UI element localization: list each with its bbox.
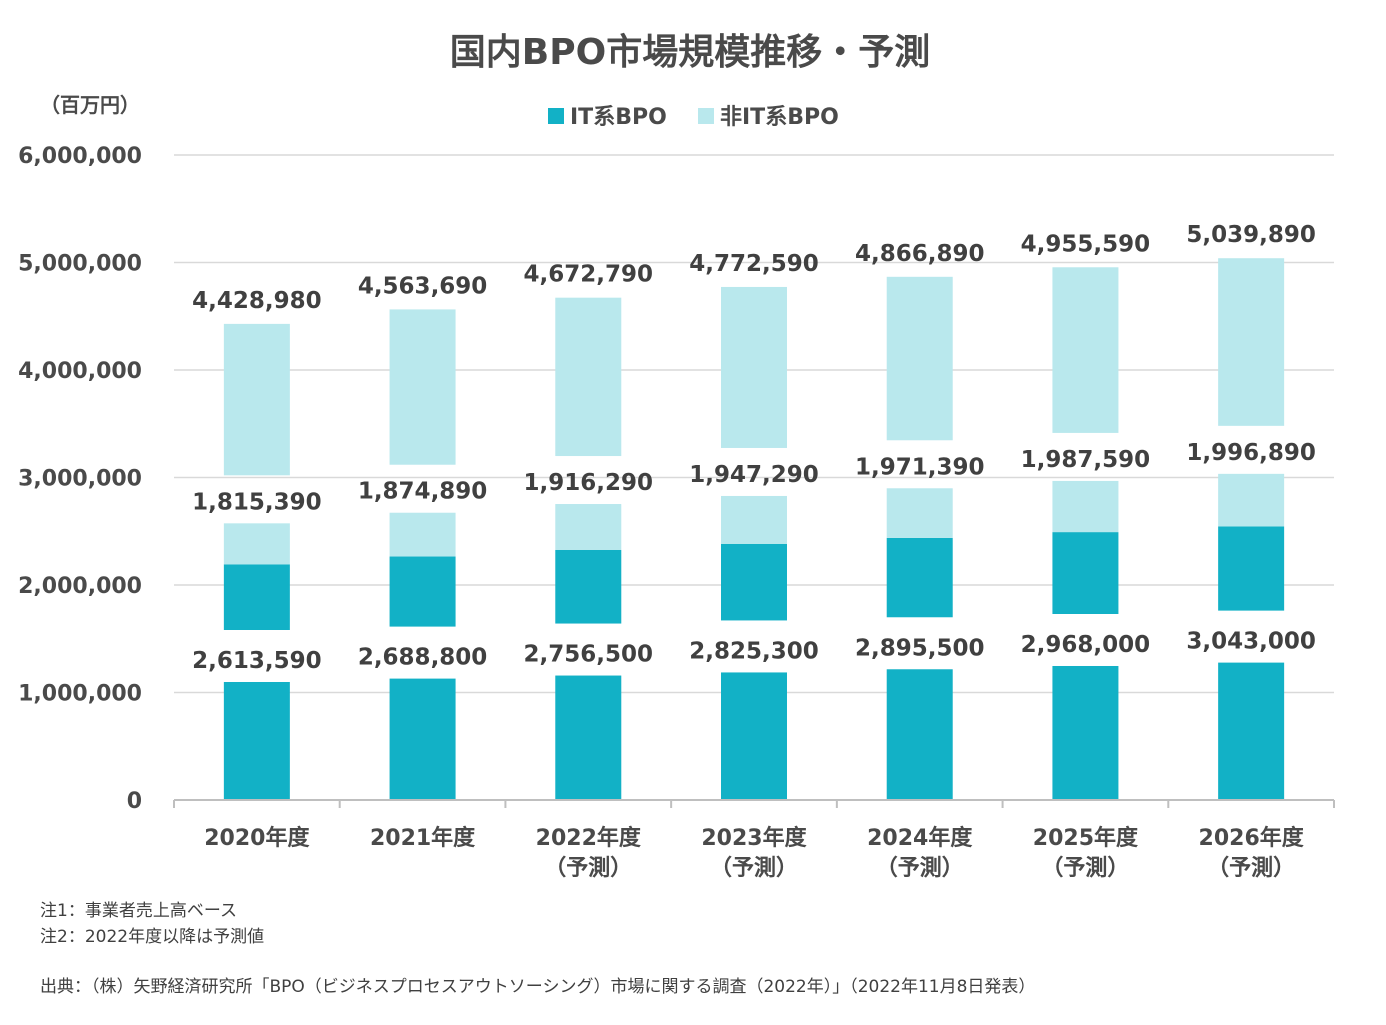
total-value-label: 4,428,980 [192, 288, 322, 314]
bar-it-bpo-upper [1218, 526, 1285, 611]
it-bpo-value-label: 2,613,590 [192, 648, 322, 674]
y-tick-label: 0 [127, 789, 142, 814]
bar-non-it-bpo-lower [389, 512, 456, 557]
bar-it-bpo-upper [1052, 532, 1119, 614]
non-it-bpo-value-label: 1,996,890 [1186, 440, 1316, 466]
legend-label: 非IT系BPO [720, 105, 839, 130]
x-tick-label: 2024年度 [867, 825, 973, 851]
y-tick-label: 4,000,000 [18, 359, 142, 384]
bar-it-bpo-lower [1218, 662, 1285, 800]
bar-it-bpo-lower [389, 678, 456, 800]
bar-it-bpo-lower [721, 672, 787, 800]
bars [223, 258, 1285, 800]
y-tick-label: 3,000,000 [18, 467, 142, 492]
legend-swatch [548, 108, 564, 124]
it-bpo-value-label: 2,895,500 [855, 635, 985, 661]
data-labels: 2,613,590 1,815,390 4,428,980 2,688,800 1,87… [192, 222, 1316, 674]
bar-it-bpo-lower [1052, 665, 1119, 800]
total-value-label: 4,563,690 [358, 273, 488, 299]
legend-label: IT系BPO [570, 105, 667, 130]
bar-it-bpo-upper [555, 549, 622, 624]
x-tick-label: （予測） [876, 856, 964, 881]
bar-non-it-bpo-lower [886, 488, 953, 538]
bar-non-it-bpo-upper [389, 309, 456, 465]
chart-title: 国内BPO市場規模推移・予測 [450, 32, 930, 73]
bar-non-it-bpo-upper [1052, 267, 1119, 433]
x-tick-label: 2026年度 [1199, 825, 1305, 851]
x-tick-label: 2020年度 [204, 825, 310, 851]
it-bpo-value-label: 2,825,300 [689, 638, 819, 664]
x-tick-label: （予測） [1207, 856, 1295, 881]
non-it-bpo-value-label: 1,874,890 [358, 479, 488, 505]
total-value-label: 4,955,590 [1021, 231, 1151, 257]
x-tick-label: 2025年度 [1033, 825, 1139, 851]
bar-it-bpo-lower [886, 669, 953, 800]
non-it-bpo-value-label: 1,815,390 [192, 489, 322, 515]
bar-non-it-bpo-lower [1052, 480, 1119, 533]
bar-non-it-bpo-upper [223, 323, 290, 476]
x-tick-label: （予測） [710, 856, 798, 881]
bar-non-it-bpo-upper [555, 297, 622, 457]
x-axis: 2020年度 2021年度 2022年度 （予測） 2023年度 （予測） 2024年度 （予… [173, 799, 1335, 881]
note-2: 注2：2022年度以降は予測値 [40, 927, 265, 947]
it-bpo-value-label: 2,756,500 [524, 642, 654, 668]
bar-non-it-bpo-upper [721, 286, 787, 448]
bar-non-it-bpo-lower [721, 495, 787, 544]
bar-non-it-bpo-lower [555, 504, 622, 550]
bar-non-it-bpo-lower [223, 523, 290, 565]
gridlines [174, 154, 1334, 694]
x-tick-label: 2021年度 [370, 825, 476, 851]
bar-non-it-bpo-upper [886, 276, 953, 441]
note-1: 注1：事業者売上高ベース [40, 901, 237, 921]
total-value-label: 4,772,590 [689, 251, 819, 277]
total-value-label: 5,039,890 [1186, 222, 1316, 248]
bar-it-bpo-lower [223, 681, 290, 800]
legend: IT系BPO 非IT系BPO [548, 105, 839, 130]
non-it-bpo-value-label: 1,987,590 [1021, 447, 1151, 473]
bar-non-it-bpo-lower [1218, 473, 1285, 527]
x-tick-label: （予測） [1041, 856, 1129, 881]
legend-swatch [698, 108, 714, 124]
bar-it-bpo-upper [886, 537, 953, 618]
bar-it-bpo-upper [223, 564, 290, 630]
bar-it-bpo-upper [389, 556, 456, 627]
total-value-label: 4,672,790 [524, 262, 654, 288]
y-tick-label: 1,000,000 [18, 682, 142, 707]
y-axis: 0 1,000,000 2,000,000 3,000,000 4,000,000 5,0… [18, 144, 142, 814]
it-bpo-value-label: 2,688,800 [358, 645, 488, 671]
non-it-bpo-value-label: 1,916,290 [524, 470, 654, 496]
x-tick-label: 2023年度 [701, 825, 807, 851]
bar-it-bpo-lower [555, 675, 622, 800]
it-bpo-value-label: 3,043,000 [1186, 629, 1316, 655]
source-note: 出典：（株）矢野経済研究所「BPO（ビジネスプロセスアウトソーシング）市場に関す… [40, 977, 1036, 997]
y-tick-label: 5,000,000 [18, 252, 142, 277]
y-tick-label: 2,000,000 [18, 574, 142, 599]
it-bpo-value-label: 2,968,000 [1021, 632, 1151, 658]
bar-non-it-bpo-upper [1218, 258, 1285, 426]
x-tick-label: 2022年度 [536, 825, 642, 851]
non-it-bpo-value-label: 1,947,290 [689, 462, 819, 488]
non-it-bpo-value-label: 1,971,390 [855, 454, 985, 480]
y-axis-unit-label: （百万円） [40, 93, 140, 117]
y-tick-label: 6,000,000 [18, 144, 142, 169]
bar-it-bpo-upper [721, 543, 787, 621]
x-tick-label: （予測） [544, 856, 632, 881]
total-value-label: 4,866,890 [855, 241, 985, 267]
